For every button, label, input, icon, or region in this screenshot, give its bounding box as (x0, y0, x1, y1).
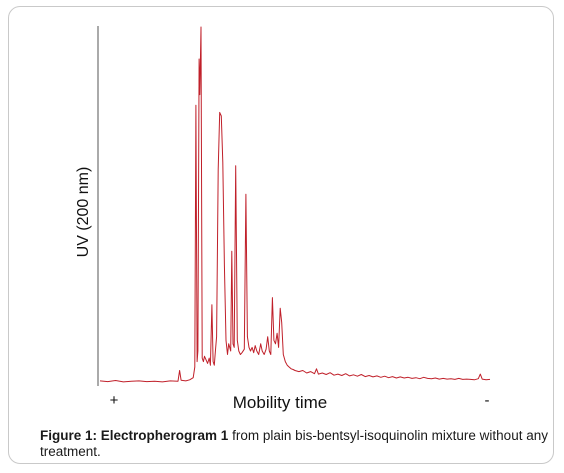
caption-title: Electropherogram 1 (100, 428, 229, 443)
caption-figure-label: Figure 1: (40, 428, 98, 443)
y-axis-label: UV (200 nm) (75, 167, 92, 258)
x-axis-label: Mobility time (233, 393, 327, 412)
caption-text: from plain bis-bentsyl-isoquinolin mixtu… (40, 428, 548, 459)
trace-layer (99, 26, 491, 383)
figure-frame (8, 6, 554, 464)
negative-pole-label: - (485, 392, 490, 409)
uv-trace-line-0 (99, 26, 491, 383)
figure-caption: Figure 1: Electropherogram 1 from plain … (40, 428, 550, 460)
positive-pole-label: + (110, 392, 119, 409)
electropherogram-chart: UV (200 nm) + Mobility time - (75, 26, 491, 412)
